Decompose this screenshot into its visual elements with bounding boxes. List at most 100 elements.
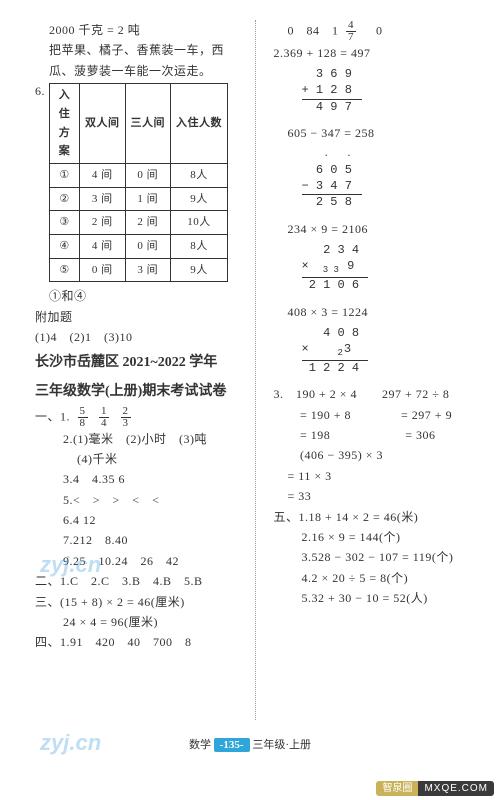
- td: ①: [50, 163, 80, 187]
- numerator: 5: [78, 406, 88, 418]
- answer-line: 3.4 4.35 6: [35, 469, 237, 489]
- td: 0 间: [125, 163, 171, 187]
- calc-step: = 198 = 306: [274, 425, 476, 445]
- row: 2 3 4: [302, 243, 360, 257]
- th: 入住人数: [171, 84, 228, 164]
- left-column: 2000 千克 = 2 吨 把苹果、橘子、香蕉装一车，西 瓜、菠萝装一车能一次运…: [35, 20, 237, 720]
- badge-left: 智泉圈: [376, 781, 418, 796]
- row: 2 1 0 6: [302, 278, 360, 292]
- row: − 3 4 7: [302, 179, 352, 193]
- td: 3 间: [80, 187, 126, 211]
- th: 入住方案: [50, 84, 80, 164]
- bonus-answers: (1)4 (2)1 (3)10: [35, 327, 237, 347]
- calc-step: = 190 + 8 = 297 + 9: [274, 405, 476, 425]
- th: 三人间: [125, 84, 171, 164]
- calc-step: (406 − 395) × 3: [274, 445, 476, 465]
- td: 4 间: [80, 163, 126, 187]
- text: 0: [364, 23, 383, 37]
- vertical-subtraction: · · 6 0 5 − 3 4 7 2 5 8: [302, 148, 476, 211]
- th: 双人间: [80, 84, 126, 164]
- fraction: 23: [121, 406, 131, 429]
- td: 8人: [171, 163, 228, 187]
- td: 4 间: [80, 234, 126, 258]
- badge-right: MXQE.COM: [418, 781, 494, 796]
- denominator: 3: [121, 418, 131, 429]
- row: 2 5 8: [302, 195, 352, 209]
- numerator: 1: [99, 406, 109, 418]
- fraction: 14: [99, 406, 109, 429]
- page-footer: 数学 -135- 三年级·上册: [0, 730, 500, 752]
- td: 2 间: [80, 211, 126, 235]
- footer-grade: 三年级·上册: [252, 739, 311, 751]
- text-line: 2000 千克 = 2 吨: [35, 20, 237, 40]
- section-3: 三、(15 + 8) × 2 = 46(厘米): [35, 592, 237, 612]
- td: ③: [50, 211, 80, 235]
- calc-step: = 11 × 3: [274, 466, 476, 486]
- text: 0 84 1: [288, 23, 339, 37]
- td: ⑤: [50, 258, 80, 282]
- exam-title-1: 长沙市岳麓区 2021~2022 学年: [35, 352, 237, 373]
- td: 9人: [171, 258, 228, 282]
- footer-subject: 数学: [189, 739, 211, 751]
- row: + 1 2 8: [302, 83, 352, 97]
- answer-line: 5.32 + 30 − 10 = 52(人): [274, 588, 476, 608]
- denominator: 7: [346, 32, 356, 43]
- vertical-addition: 3 6 9 + 1 2 8 4 9 7: [302, 67, 476, 115]
- td: ④: [50, 234, 80, 258]
- td: 0 间: [80, 258, 126, 282]
- denominator: 4: [99, 418, 109, 429]
- td: 0 间: [125, 234, 171, 258]
- td: 10人: [171, 211, 228, 235]
- answer-line: 24 × 4 = 96(厘米): [35, 612, 237, 632]
- answer-line: 6.4 12: [35, 510, 237, 530]
- answer-line: 4.2 × 20 ÷ 5 = 8(个): [274, 568, 476, 588]
- section-1-label: 一、1.: [35, 409, 70, 423]
- answer-line: 9.25 10.24 26 42: [35, 551, 237, 571]
- answer-line: 2.(1)毫米 (2)小时 (3)吨: [35, 429, 237, 449]
- equation: 605 − 347 = 258: [274, 123, 476, 143]
- page-number: -135-: [214, 738, 250, 752]
- text-line: 把苹果、橘子、香蕉装一车，西: [35, 40, 237, 60]
- answer-line: 5.< > > < <: [35, 490, 237, 510]
- equation: 408 × 3 = 1224: [274, 302, 476, 322]
- answer-line: 7.212 8.40: [35, 530, 237, 550]
- answer-line: 3.528 − 302 − 107 = 119(个): [274, 547, 476, 567]
- answer-text: ①和④: [35, 286, 237, 306]
- td: 2 间: [125, 211, 171, 235]
- column-divider: [255, 20, 256, 720]
- table-row: ④4 间0 间8人: [50, 234, 228, 258]
- row: 4 9 7: [302, 100, 352, 114]
- table-row: ⑤0 间3 间9人: [50, 258, 228, 282]
- occupancy-table: 入住方案 双人间 三人间 入住人数 ①4 间0 间8人 ②3 间1 间9人 ③2…: [49, 83, 228, 282]
- td: 1 间: [125, 187, 171, 211]
- table-row: ②3 间1 间9人: [50, 187, 228, 211]
- td: ②: [50, 187, 80, 211]
- item-number: 6. 入住方案 双人间 三人间 入住人数 ①4 间0 间8人 ②3 间1 间9人…: [35, 81, 237, 286]
- bonus-label: 附加题: [35, 307, 237, 327]
- answer-line: 2.16 × 9 = 144(个): [274, 527, 476, 547]
- label-6: 6.: [35, 81, 49, 286]
- item-3: 3. 190 + 2 × 4 297 + 72 ÷ 8: [274, 384, 476, 404]
- row: 6 0 5: [302, 163, 352, 177]
- fraction: 58: [78, 406, 88, 429]
- vertical-multiplication: 2 3 4 ×3 3 9 2 1 0 6: [302, 243, 476, 293]
- table-header-row: 入住方案 双人间 三人间 入住人数: [50, 84, 228, 164]
- td: 9人: [171, 187, 228, 211]
- vertical-multiplication: 4 0 8 × 23 1 2 2 4: [302, 326, 476, 376]
- section-1-line: 一、1. 58 14 23: [35, 406, 237, 429]
- row: 4 0 8: [302, 326, 360, 340]
- td: 8人: [171, 234, 228, 258]
- row: 3 6 9: [302, 67, 352, 81]
- td: 3 间: [125, 258, 171, 282]
- numerator: 2: [121, 406, 131, 418]
- calc-step: = 33: [274, 486, 476, 506]
- equation: 2.369 + 128 = 497: [274, 43, 476, 63]
- table-row: ③2 间2 间10人: [50, 211, 228, 235]
- section-2: 二、1.C 2.C 3.B 4.B 5.B: [35, 571, 237, 591]
- section-4: 四、1.91 420 40 700 8: [35, 632, 237, 652]
- borrow-dots: · ·: [302, 151, 358, 161]
- table-row: ①4 间0 间8人: [50, 163, 228, 187]
- carry: 2: [338, 348, 343, 358]
- text-line: 瓜、菠萝装一车能一次运走。: [35, 61, 237, 81]
- source-badge: 智泉圈MXQE.COM: [376, 779, 494, 794]
